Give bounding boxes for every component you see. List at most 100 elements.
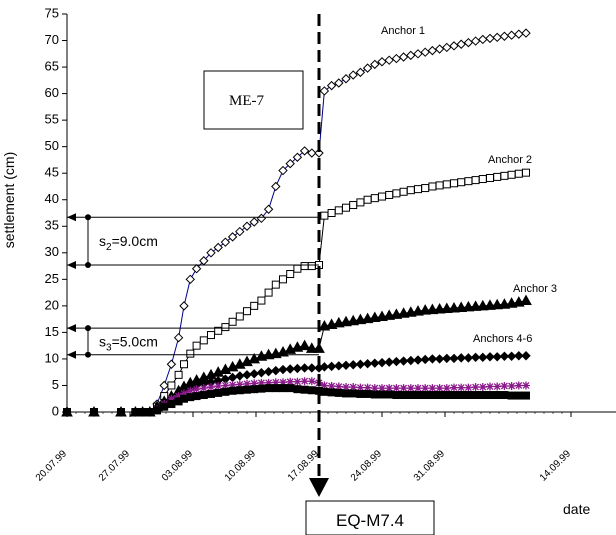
data-point [363, 195, 372, 204]
data-point [271, 384, 280, 393]
data-point [199, 384, 208, 393]
data-point [370, 59, 380, 70]
data-point [264, 288, 273, 297]
data-point [285, 158, 295, 169]
data-point [478, 391, 487, 400]
arrowhead-icon [67, 213, 76, 222]
data-point [464, 383, 473, 392]
data-point [180, 360, 188, 369]
data-point [470, 36, 481, 46]
data-point [145, 408, 154, 416]
data-point [521, 351, 531, 361]
data-point [406, 186, 415, 195]
data-point [221, 323, 230, 332]
data-point [348, 360, 358, 370]
data-point [391, 53, 402, 64]
data-point [221, 387, 230, 396]
data-point [450, 391, 458, 400]
data-point [406, 391, 415, 400]
y-tick-label: 55 [45, 112, 59, 127]
data-point [514, 29, 524, 39]
data-point [235, 380, 244, 389]
y-ticks: 0 5 10 15 20 25 30 35 40 45 50 55 60 65 70 75 [45, 5, 67, 418]
y-tick-label: 50 [45, 138, 59, 153]
data-point [249, 369, 259, 379]
annotation-anchors-4-6: Anchors 4-6 [473, 333, 532, 345]
data-point [500, 381, 509, 390]
data-point [90, 408, 98, 416]
data-point [235, 226, 245, 237]
data-point [370, 384, 379, 393]
data-point [307, 363, 317, 373]
data-point [399, 187, 408, 196]
data-point [199, 391, 208, 400]
data-point [433, 303, 446, 314]
dimension-bars: s2=9.0cm s3=5.0cm [67, 213, 319, 359]
data-point [279, 275, 287, 284]
data-point [278, 364, 288, 375]
data-point [307, 148, 317, 158]
data-point [271, 181, 281, 192]
data-point [464, 391, 473, 400]
data-point [320, 387, 329, 396]
data-point [500, 171, 509, 180]
data-point [457, 383, 466, 392]
data-point [457, 391, 466, 400]
data-point [271, 378, 280, 387]
data-point [469, 300, 482, 311]
data-point [520, 294, 532, 306]
data-point [377, 57, 387, 67]
data-point [319, 362, 330, 372]
y-tick-label: 20 [45, 297, 59, 312]
data-point [507, 381, 516, 390]
data-point [278, 165, 288, 176]
data-point [285, 364, 295, 374]
annotation-anchor-3: Anchor 3 [513, 283, 557, 295]
y-tick-label: 40 [45, 191, 59, 206]
data-point [522, 381, 530, 390]
data-point [192, 385, 201, 394]
event-arrow-icon [309, 478, 329, 497]
data-point [406, 50, 416, 61]
data-point [299, 363, 310, 373]
data-point [300, 385, 309, 394]
data-point [243, 385, 251, 394]
data-point [442, 384, 451, 393]
data-point [492, 32, 502, 43]
data-point [320, 381, 329, 390]
data-point [398, 356, 409, 366]
data-point [334, 382, 343, 391]
data-point [413, 49, 423, 59]
data-point [428, 384, 437, 393]
y-tick-label: 15 [45, 324, 59, 339]
data-point [228, 380, 237, 389]
data-point [293, 264, 302, 273]
data-point [348, 70, 358, 80]
data-point [506, 30, 517, 40]
data-point [356, 383, 365, 392]
data-point [264, 378, 273, 387]
data-point [370, 358, 380, 368]
data-point [131, 408, 140, 416]
data-point [391, 356, 402, 367]
data-point [192, 341, 201, 350]
data-point [356, 389, 365, 398]
data-point [235, 312, 244, 321]
y-tick-label: 75 [45, 5, 59, 20]
data-point [355, 359, 366, 369]
data-point [514, 169, 523, 178]
data-point [471, 391, 480, 400]
data-point [507, 170, 516, 179]
data-point [456, 39, 466, 49]
data-point [173, 332, 184, 343]
data-point [185, 274, 196, 285]
data-point [377, 357, 387, 368]
data-point [341, 360, 351, 371]
data-point [478, 175, 487, 184]
data-point [228, 317, 237, 326]
data-point [179, 301, 189, 311]
data-point [414, 185, 422, 194]
data-point [486, 391, 494, 400]
data-point [414, 384, 422, 393]
